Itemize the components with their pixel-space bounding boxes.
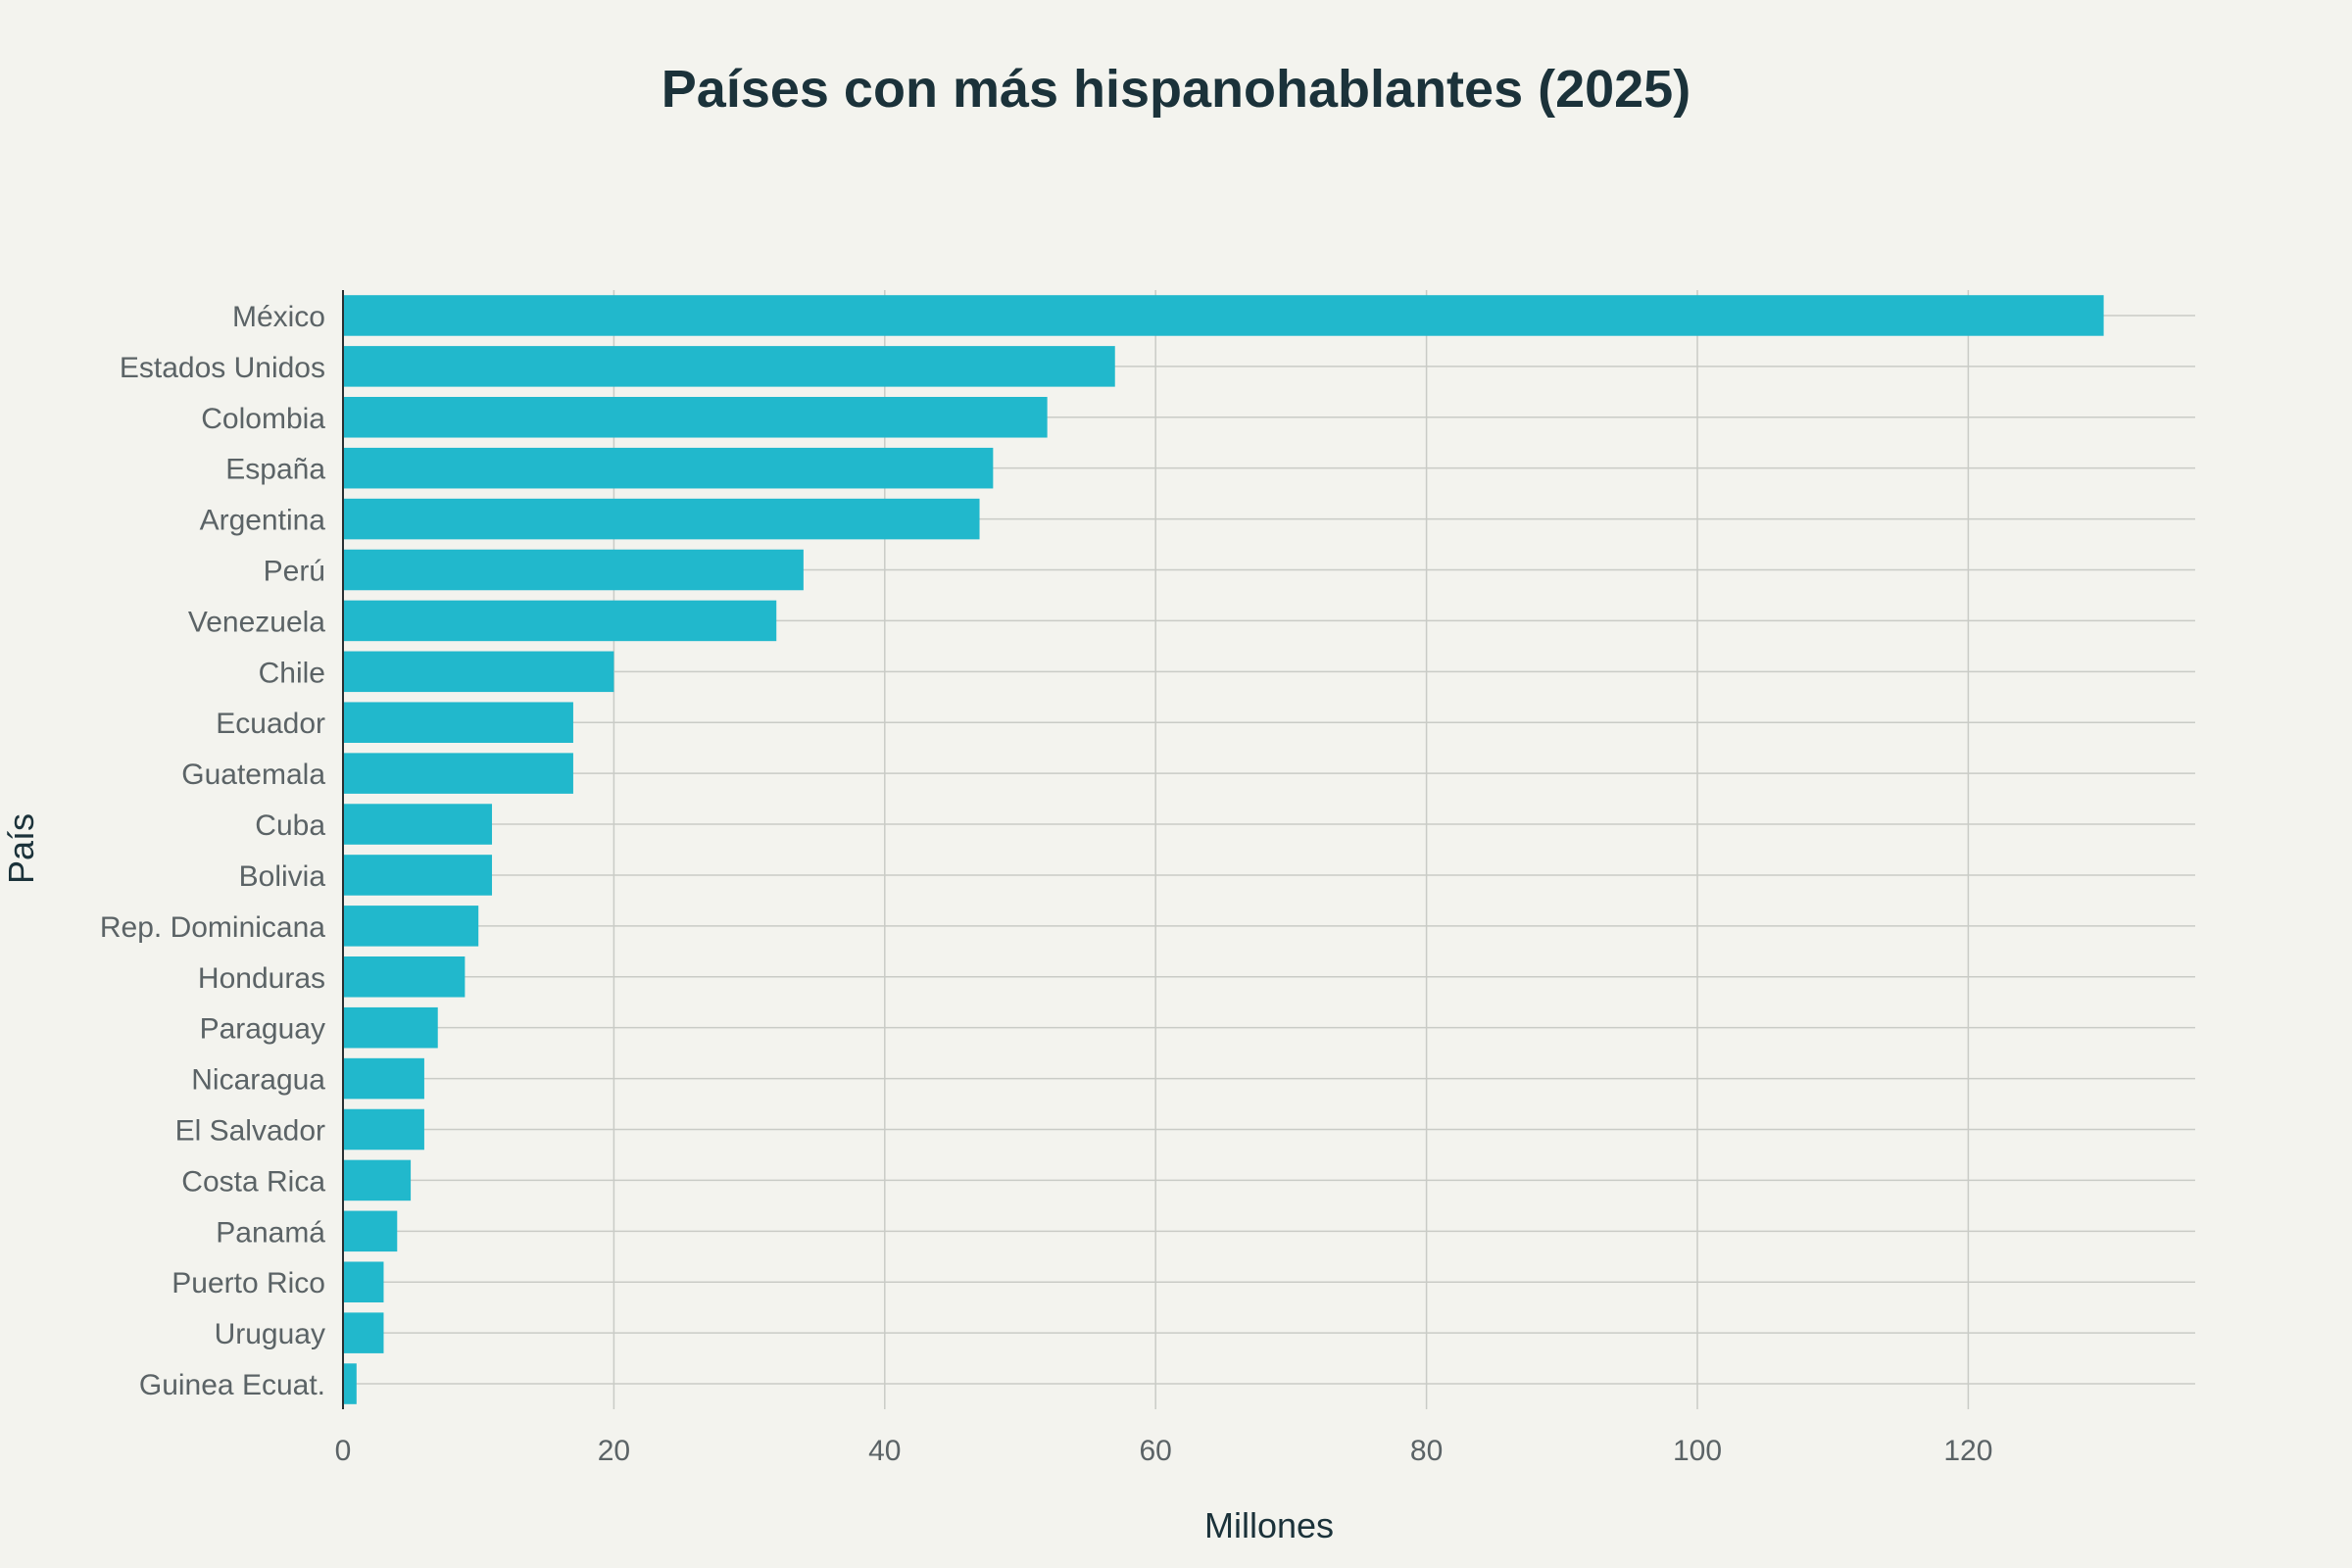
bar: [343, 651, 614, 693]
bar: [343, 346, 1115, 387]
y-tick-label: Guinea Ecuat.: [139, 1369, 325, 1401]
y-tick-label: Bolivia: [239, 860, 326, 893]
y-tick-label: Argentina: [200, 505, 326, 537]
x-tick-label: 100: [1673, 1435, 1722, 1467]
y-tick-label: Uruguay: [215, 1318, 325, 1350]
bar: [343, 956, 466, 998]
chart-title: Países con más hispanohablantes (2025): [661, 60, 1691, 119]
bar: [343, 549, 804, 591]
y-tick-label: Cuba: [255, 809, 325, 842]
bar: [343, 447, 994, 489]
bar: [343, 804, 493, 845]
bar: [343, 1210, 398, 1252]
bar: [343, 600, 777, 642]
bar: [343, 702, 573, 743]
y-axis-title: País: [1, 812, 41, 885]
bar: [343, 906, 479, 947]
y-tick-label: España: [225, 454, 325, 486]
bar: [343, 1312, 384, 1353]
bar: [343, 1363, 357, 1404]
x-tick-label: 40: [868, 1435, 901, 1467]
bars: [343, 295, 2104, 1404]
x-tick-label: 120: [1943, 1435, 1992, 1467]
y-tick-label: Guatemala: [181, 759, 325, 791]
x-tick-label: 60: [1140, 1435, 1172, 1467]
tick-labels: 0 20 40 60 80 100 120 México Estados Unidos Colom…: [100, 301, 1993, 1467]
x-tick-label: 0: [335, 1435, 352, 1467]
y-tick-label: Colombia: [201, 403, 325, 435]
y-tick-label: Ecuador: [216, 708, 325, 740]
x-tick-label: 20: [598, 1435, 630, 1467]
y-tick-label: Honduras: [198, 962, 325, 995]
y-tick-label: Paraguay: [200, 1013, 325, 1046]
y-tick-label: Nicaragua: [191, 1064, 325, 1097]
y-tick-label: Puerto Rico: [172, 1267, 325, 1299]
y-tick-label: Venezuela: [188, 606, 325, 638]
y-tick-label: Chile: [259, 657, 325, 689]
bar: [343, 1261, 384, 1302]
y-tick-label: El Salvador: [175, 1115, 325, 1148]
y-tick-label: Costa Rica: [181, 1165, 325, 1198]
y-tick-label: Rep. Dominicana: [100, 911, 325, 944]
bar: [343, 1057, 424, 1100]
y-tick-label: Estados Unidos: [120, 352, 325, 384]
bar: [343, 295, 2104, 336]
bar: [343, 1159, 412, 1201]
y-tick-label: Panamá: [216, 1216, 325, 1249]
bar: [343, 1108, 424, 1151]
bar: [343, 855, 493, 896]
x-axis-title: Millones: [1203, 1505, 1335, 1545]
bar: [343, 1006, 438, 1049]
x-tick-label: 80: [1410, 1435, 1443, 1467]
bar: [343, 397, 1048, 438]
y-tick-label: México: [232, 301, 325, 333]
bar: [343, 498, 980, 540]
bar: [343, 753, 573, 794]
y-tick-label: Perú: [264, 556, 325, 588]
